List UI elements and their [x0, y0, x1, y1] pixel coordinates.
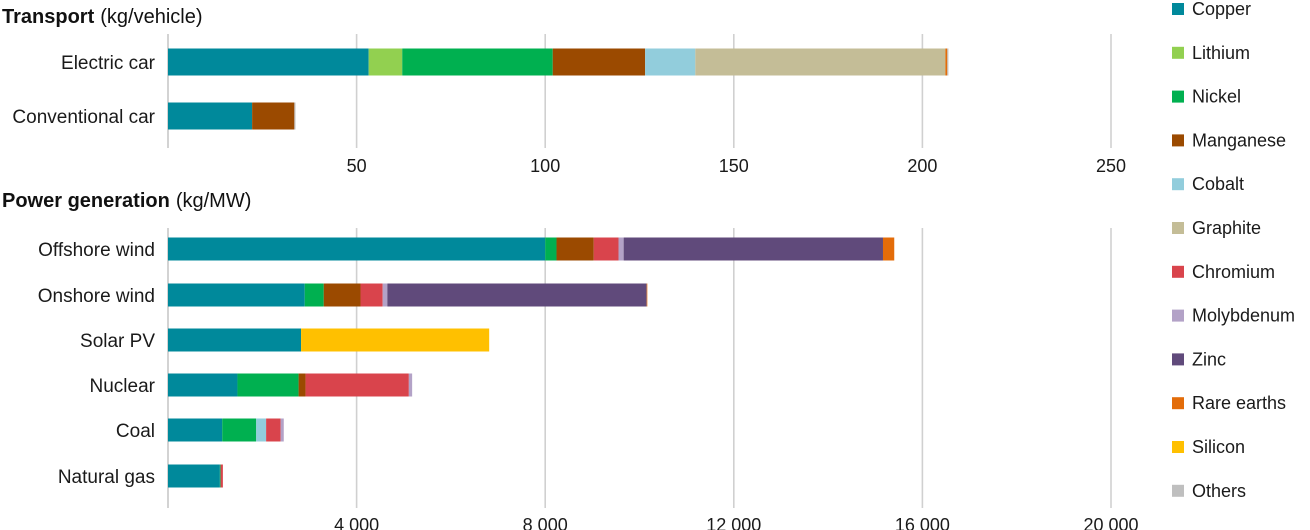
legend-swatch-graphite	[1172, 222, 1184, 234]
power-tick-label: 20 000	[1083, 515, 1138, 530]
transport-tick-label: 200	[907, 156, 937, 176]
bar-segment-nuclear-chromium	[305, 373, 409, 397]
bar-segment-natural-gas-copper	[168, 464, 220, 488]
bar-segment-natural-gas-chromium	[220, 464, 223, 488]
power-category-labels: Offshore wind Onshore wind Solar PV Nuclear…	[38, 240, 156, 488]
bar-segment-onshore-wind-rare-earths	[646, 283, 648, 307]
transport-tick-labels: 50 100 150 200 250	[347, 156, 1126, 176]
bar-segment-solar-pv-silicon	[301, 328, 490, 352]
legend-swatch-others	[1172, 484, 1184, 497]
legend: Copper Lithium Nickel Manganese Cobalt Graphi…	[1172, 0, 1295, 501]
transport-unit: (kg/vehicle)	[100, 6, 202, 28]
power-generation-panel: Power generation (kg/MW) Offshore wind Ons…	[2, 190, 1139, 530]
bar-segment-coal-nickel	[222, 418, 257, 442]
power-bars	[168, 237, 895, 488]
legend-label-chromium: Chromium	[1192, 262, 1275, 282]
power-tick-label: 4 000	[334, 515, 379, 530]
legend-label-zinc: Zinc	[1192, 349, 1226, 369]
transport-tick-label: 100	[530, 156, 560, 176]
legend-swatch-silicon	[1172, 441, 1184, 453]
power-tick-label: 12 000	[706, 515, 761, 530]
bar-segment-offshore-wind-chromium	[593, 237, 619, 261]
legend-label-cobalt: Cobalt	[1192, 174, 1244, 194]
power-tick-labels: 4 000 8 000 12 000 16 000 20 000	[334, 515, 1138, 530]
bar-segment-electric-car-manganese	[552, 48, 646, 76]
bar-segment-onshore-wind-chromium	[360, 283, 383, 307]
bar-segment-nuclear-manganese	[298, 373, 306, 397]
category-label-solar-pv: Solar PV	[80, 331, 155, 352]
power-tick-label: 16 000	[895, 515, 950, 530]
bar-segment-coal-copper	[168, 418, 223, 442]
legend-label-silicon: Silicon	[1192, 437, 1245, 457]
bar-segment-nuclear-copper	[168, 373, 238, 397]
bar-segment-onshore-wind-molybdenum	[382, 283, 388, 307]
bar-segment-electric-car-cobalt	[645, 48, 696, 76]
bar-segment-conventional-car-others	[294, 102, 296, 130]
bar-segment-offshore-wind-nickel	[545, 237, 557, 261]
legend-label-manganese: Manganese	[1192, 130, 1286, 150]
legend-label-rare-earths: Rare earths	[1192, 393, 1286, 413]
legend-label-graphite: Graphite	[1192, 218, 1261, 238]
transport-tick-label: 50	[347, 156, 367, 176]
category-label-offshore-wind: Offshore wind	[38, 240, 155, 261]
power-gridlines	[167, 228, 1112, 508]
svg-text:Transport(kg/vehicle): Transport (kg/vehicle)	[2, 6, 203, 28]
bar-segment-electric-car-copper	[168, 48, 369, 76]
power-generation-title: Power generation	[2, 190, 170, 212]
legend-swatch-rare-earths	[1172, 397, 1184, 410]
bar-segment-conventional-car-manganese	[252, 102, 295, 130]
legend-label-copper: Copper	[1192, 0, 1251, 19]
legend-swatch-copper	[1172, 3, 1184, 15]
power-tick-label: 8 000	[523, 515, 568, 530]
bar-segment-electric-car-nickel	[402, 48, 553, 76]
bar-segment-onshore-wind-copper	[168, 283, 305, 307]
power-generation-unit: (kg/MW)	[176, 190, 252, 212]
transport-title: Transport	[2, 6, 95, 28]
legend-label-molybdenum: Molybdenum	[1192, 306, 1295, 326]
legend-swatch-zinc	[1172, 353, 1184, 366]
category-label-nuclear: Nuclear	[90, 376, 156, 397]
bar-segment-natural-gas-nickel	[219, 464, 221, 488]
legend-label-nickel: Nickel	[1192, 87, 1241, 107]
category-label-natural-gas: Natural gas	[58, 467, 155, 488]
transport-tick-label: 250	[1096, 156, 1126, 176]
bar-segment-electric-car-rare-earths	[945, 48, 948, 76]
bar-segment-coal-molybdenum	[280, 418, 284, 442]
bar-segment-nuclear-nickel	[237, 373, 299, 397]
bar-segment-onshore-wind-zinc	[387, 283, 647, 307]
legend-label-others: Others	[1192, 481, 1246, 501]
transport-bars	[168, 48, 949, 130]
legend-swatch-nickel	[1172, 90, 1184, 103]
legend-swatch-molybdenum	[1172, 309, 1184, 322]
category-label-onshore-wind: Onshore wind	[38, 286, 155, 307]
bar-segment-electric-car-graphite	[695, 48, 946, 76]
category-label-coal: Coal	[116, 421, 155, 442]
bar-segment-nuclear-molybdenum	[408, 373, 413, 397]
transport-panel: Transport (kg/vehicle) Electric car Conven…	[2, 6, 1126, 176]
legend-label-lithium: Lithium	[1192, 43, 1250, 63]
legend-swatch-cobalt	[1172, 178, 1184, 191]
bar-segment-offshore-wind-rare-earths	[882, 237, 895, 261]
transport-tick-label: 150	[719, 156, 749, 176]
transport-category-labels: Electric car Conventional car	[12, 53, 155, 128]
legend-swatch-chromium	[1172, 265, 1184, 278]
bar-segment-offshore-wind-molybdenum	[618, 237, 624, 261]
svg-text:Power generation(kg/MW): Power generation (kg/MW)	[2, 190, 251, 212]
bar-segment-onshore-wind-nickel	[304, 283, 324, 307]
bar-segment-coal-chromium	[266, 418, 281, 442]
category-label-electric-car: Electric car	[61, 53, 156, 74]
bar-segment-onshore-wind-manganese	[323, 283, 361, 307]
bar-segment-electric-car-others	[947, 48, 949, 76]
bar-segment-offshore-wind-manganese	[556, 237, 594, 261]
bar-segment-coal-cobalt	[256, 418, 267, 442]
bar-segment-conventional-car-copper	[168, 102, 253, 130]
bar-segment-solar-pv-copper	[168, 328, 302, 352]
legend-swatch-lithium	[1172, 46, 1184, 59]
legend-swatch-manganese	[1172, 134, 1184, 147]
bar-segment-offshore-wind-copper	[168, 237, 546, 261]
category-label-conventional-car: Conventional car	[12, 107, 155, 128]
bar-segment-offshore-wind-zinc	[623, 237, 883, 261]
bar-segment-electric-car-lithium	[368, 48, 403, 76]
